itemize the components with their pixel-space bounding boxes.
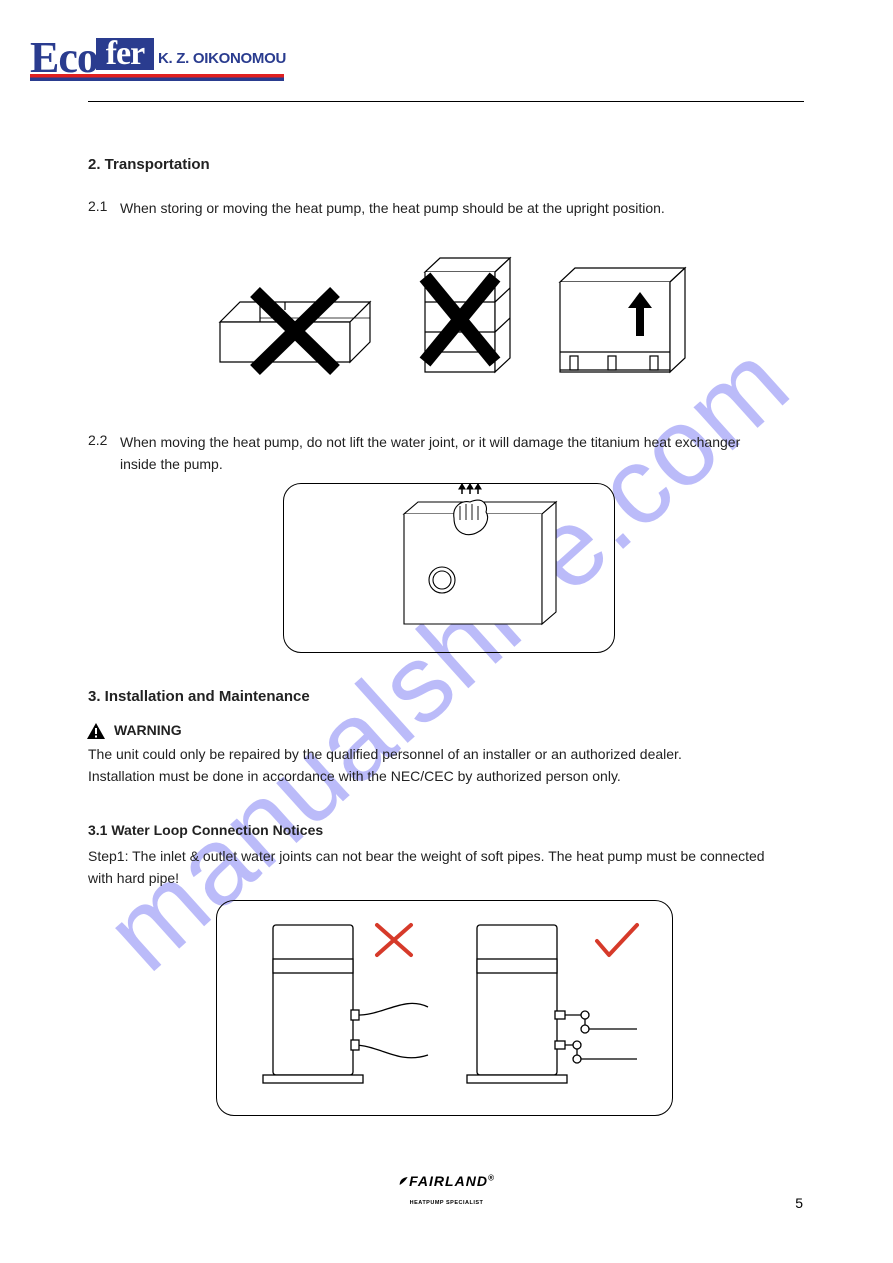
brand-logo: Eco fer K. Z. OIKONOMOU: [30, 38, 290, 83]
logo-subtitle: K. Z. OIKONOMOU: [158, 50, 286, 67]
footer-brand-main: FAIRLAND: [409, 1173, 488, 1189]
logo-fer-text: fer: [96, 38, 154, 70]
figure-dont-lift-joint: [283, 483, 615, 653]
para-2-1-num: 2.1: [88, 198, 107, 214]
para-2-2-num: 2.2: [88, 432, 107, 448]
figure-transport-orientation: [200, 252, 690, 417]
logo-underline: [30, 74, 290, 84]
figure-pipe-connection: [216, 900, 673, 1116]
section-3-1-title: 3.1 Water Loop Connection Notices: [88, 822, 323, 838]
warning-p2: Installation must be done in accordance …: [88, 766, 788, 788]
footer-brand-sub: HEATPUMP SPECIALIST: [410, 1200, 484, 1206]
section-2-title: 2. Transportation: [88, 156, 210, 173]
leaf-icon: [398, 1176, 409, 1187]
warning-title: WARNING: [114, 722, 182, 738]
footer-brand: FAIRLAND® HEATPUMP SPECIALIST: [398, 1173, 495, 1209]
footer-brand-reg: ®: [488, 1173, 495, 1182]
section-3-1-p1: Step1: The inlet & outlet water joints c…: [88, 846, 788, 889]
header-rule: [88, 101, 804, 102]
para-2-1-text: When storing or moving the heat pump, th…: [120, 198, 760, 220]
warning-p1: The unit could only be repaired by the q…: [88, 744, 788, 766]
warning-icon: [86, 722, 106, 740]
para-2-2-text: When moving the heat pump, do not lift t…: [120, 432, 780, 475]
watermark-text: manualshive.com: [80, 318, 812, 995]
section-3-title: 3. Installation and Maintenance: [88, 688, 310, 705]
page-number: 5: [795, 1195, 803, 1211]
